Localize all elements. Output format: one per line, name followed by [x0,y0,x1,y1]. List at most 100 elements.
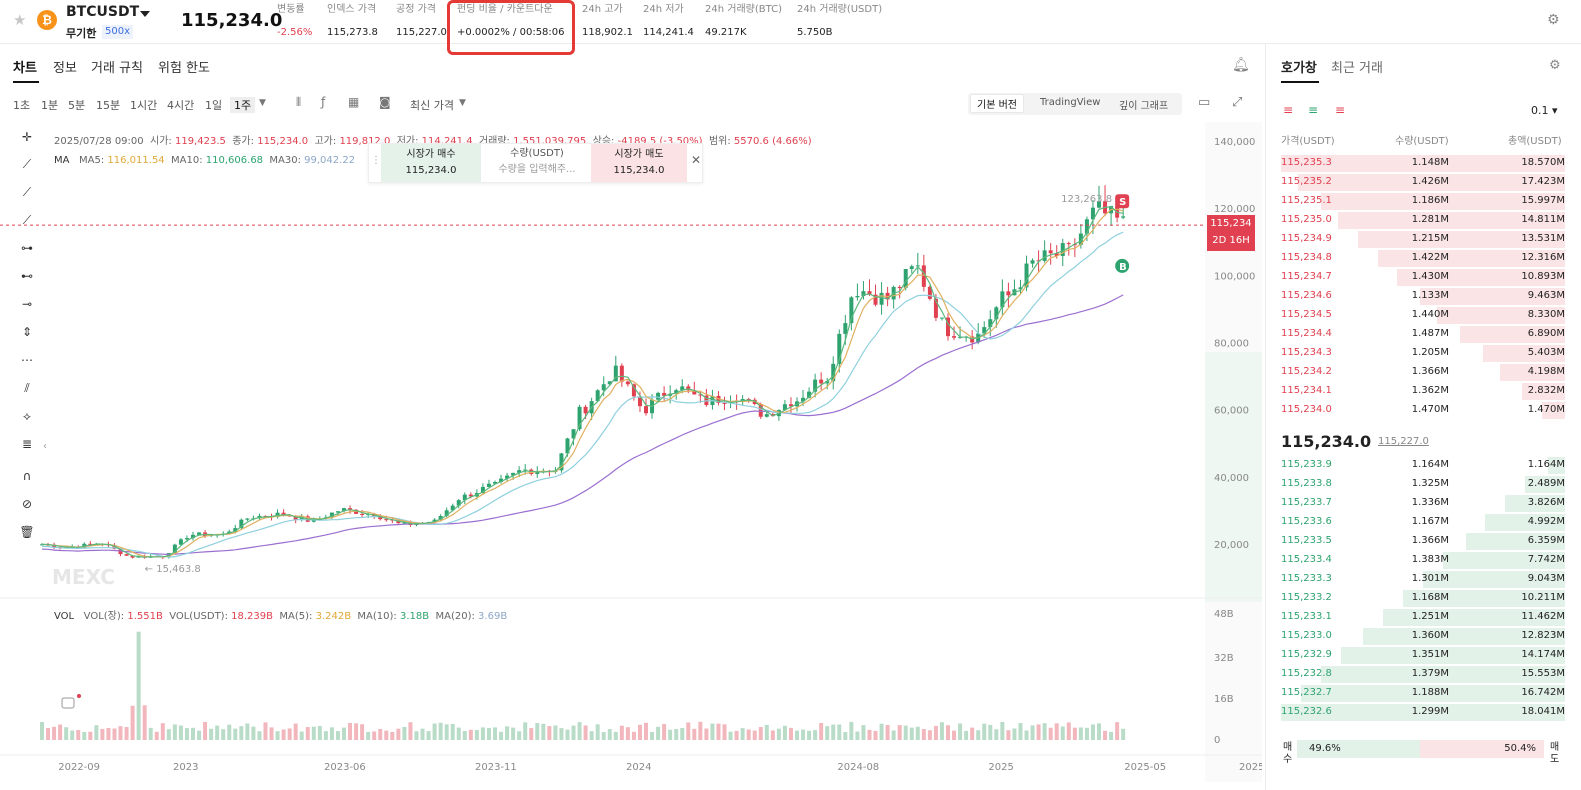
bid-row[interactable]: 115,232.9 1.351M 14.174M [1281,646,1565,665]
timeframe-1w[interactable]: 1주 [230,97,256,113]
symbol-dropdown-icon[interactable] [140,11,150,17]
ask-row[interactable]: 115,234.9 1.215M 13.531M [1281,230,1565,249]
ask-row[interactable]: 115,234.1 1.362M 2.832M [1281,382,1565,401]
fib-icon[interactable]: ≣ [21,437,33,451]
stat-funding-rate[interactable]: 펀딩 비율 / 카운트다운 +0.0002% / 00:58:06 [457,4,565,38]
ob-settings-icon[interactable]: ⚙ [1549,58,1561,73]
candle-type-icon[interactable]: ⫴ [296,95,302,109]
hide-icon[interactable]: ⊘ [21,497,33,511]
sell-marker-label: S [1119,197,1126,208]
bid-row[interactable]: 115,233.0 1.360M 12.823M [1281,627,1565,646]
tab-chart[interactable]: 차트 [13,61,37,76]
volume-bar [939,722,944,740]
timeframe-1h[interactable]: 1시간 [130,99,158,112]
ob-price: 115,234.9 [1281,233,1332,244]
ask-row[interactable]: 115,234.6 1.133M 9.463M [1281,287,1565,306]
bid-row[interactable]: 115,233.5 1.366M 6.359M [1281,532,1565,551]
vertical-line-icon[interactable]: ⇕ [21,325,33,339]
bid-row[interactable]: 115,233.7 1.336M 3.826M [1281,494,1565,513]
bid-row[interactable]: 115,233.3 1.301M 9.043M [1281,570,1565,589]
price-line-icon[interactable]: ⋯ [21,353,33,367]
fullscreen-icon[interactable]: ⤢ [1232,95,1243,110]
price-type-dropdown-icon[interactable]: ▼ [459,98,466,108]
bid-row[interactable]: 115,232.6 1.299M 18.041M [1281,703,1565,722]
volume-bar [1090,724,1095,740]
timeframe-dropdown-icon[interactable]: ▼ [259,98,266,108]
bid-row[interactable]: 115,232.7 1.188M 16.742M [1281,684,1565,703]
view-basic[interactable]: 기본 버전 [971,95,1023,112]
horizontal-line-icon[interactable]: ⊶ [21,241,33,255]
view-depth[interactable]: 깊이 그래프 [1119,101,1169,112]
stat-fair-price: 공정 가격 115,227.0 [396,4,447,38]
candle-body [819,379,824,384]
ask-row[interactable]: 115,235.3 1.148M 18.570M [1281,154,1565,173]
layout-grid-icon[interactable]: ▦ [348,95,360,109]
bid-row[interactable]: 115,233.9 1.164M 1.164M [1281,456,1565,475]
timeframe-1d[interactable]: 1일 [205,99,223,112]
market-buy-button[interactable]: 시장가 매수 115,234.0 [381,144,481,182]
parallel-line-icon[interactable]: ⊸ [21,297,33,311]
favorite-star-icon[interactable]: ★ [13,11,27,29]
tab-trading-rules[interactable]: 거래 규칙 [91,61,143,76]
extended-line-icon[interactable]: ⟋ [22,213,32,227]
candle-body [456,500,461,506]
market-sell-button[interactable]: 시장가 매도 115,234.0 [591,144,687,182]
timeframe-4h[interactable]: 4시간 [167,99,195,112]
bid-row[interactable]: 115,233.8 1.325M 2.489M [1281,475,1565,494]
ask-row[interactable]: 115,235.2 1.426M 17.423M [1281,173,1565,192]
timeframe-15m[interactable]: 15분 [96,99,121,112]
ask-row[interactable]: 115,235.0 1.281M 14.811M [1281,211,1565,230]
qty-field[interactable]: 수량(USDT) 수량을 입력해주... [498,148,576,175]
volume-bar [281,729,286,740]
camera-icon[interactable]: ◙ [379,95,391,109]
tab-info[interactable]: 정보 [53,61,77,76]
candle-body [1060,243,1065,256]
horizontal-ray-icon[interactable]: ⊷ [21,269,33,283]
pattern-icon[interactable]: ⟡ [23,409,31,423]
tab-risk-limit[interactable]: 위험 한도 [158,61,210,76]
ob-header-total: 총액(USDT) [1508,136,1562,147]
price-type-select[interactable]: 최신 가격 [410,99,454,112]
volume-bar [698,721,703,740]
indicator-fx-icon[interactable]: ƒ [321,95,326,109]
timeframe-1s[interactable]: 1초 [13,99,31,112]
close-icon[interactable]: ✕ [691,153,702,167]
symbol-name[interactable]: BTCUSDT [66,4,140,20]
ob-qty: 1.336M [1411,497,1449,508]
volume-bar [372,731,377,740]
bid-row[interactable]: 115,232.8 1.379M 15.553M [1281,665,1565,684]
tab-orderbook[interactable]: 호가창 [1281,61,1317,76]
timeframe-1m[interactable]: 1분 [41,99,59,112]
candlestick-chart[interactable]: 20,000 40,000 60,000 80,000 100,000 120,000 14… [0,122,1262,782]
channel-icon[interactable]: ⫽ [24,381,30,395]
bid-row[interactable]: 115,233.2 1.168M 10.211M [1281,589,1565,608]
bid-row[interactable]: 115,233.6 1.167M 4.992M [1281,513,1565,532]
ask-row[interactable]: 115,234.3 1.205M 5.403M [1281,344,1565,363]
crosshair-icon[interactable]: ✛ [21,130,33,144]
settings-sliders-icon[interactable]: ⚙ [1547,12,1560,28]
ask-row[interactable]: 115,234.2 1.366M 4.198M [1281,363,1565,382]
tab-recent-trades[interactable]: 최근 거래 [1331,61,1383,76]
ob-both-icon[interactable]: ≡ [1283,103,1294,117]
ask-row[interactable]: 115,234.0 1.470M 1.470M [1281,401,1565,420]
ob-asks-icon[interactable]: ≡ [1335,103,1346,117]
bid-row[interactable]: 115,233.4 1.383M 7.742M [1281,551,1565,570]
precision-select[interactable]: 0.1 ▾ [1531,104,1558,117]
view-tradingview[interactable]: TradingView [1040,97,1101,108]
trash-icon[interactable]: 🗑︎ [19,525,35,539]
ob-bids-icon[interactable]: ≡ [1308,103,1319,117]
collapse-toolbar-icon[interactable]: ‹ [43,441,47,452]
magnet-icon[interactable]: ∩ [22,469,32,483]
ask-row[interactable]: 115,234.7 1.430M 10.893M [1281,268,1565,287]
ask-row[interactable]: 115,234.4 1.487M 6.890M [1281,325,1565,344]
ask-row[interactable]: 115,235.1 1.186M 15.997M [1281,192,1565,211]
ray-line-icon[interactable]: ⟋ [22,185,32,199]
panel-icon[interactable]: ▭ [1198,95,1211,110]
bell-icon[interactable]: 🔔︎ [1232,57,1250,73]
ask-row[interactable]: 115,234.5 1.440M 8.330M [1281,306,1565,325]
trend-line-icon[interactable]: ⟋ [22,157,32,171]
bid-row[interactable]: 115,233.1 1.251M 11.462M [1281,608,1565,627]
timeframe-5m[interactable]: 5분 [68,99,86,112]
contract-type: 무기한 [66,27,97,40]
ask-row[interactable]: 115,234.8 1.422M 12.316M [1281,249,1565,268]
